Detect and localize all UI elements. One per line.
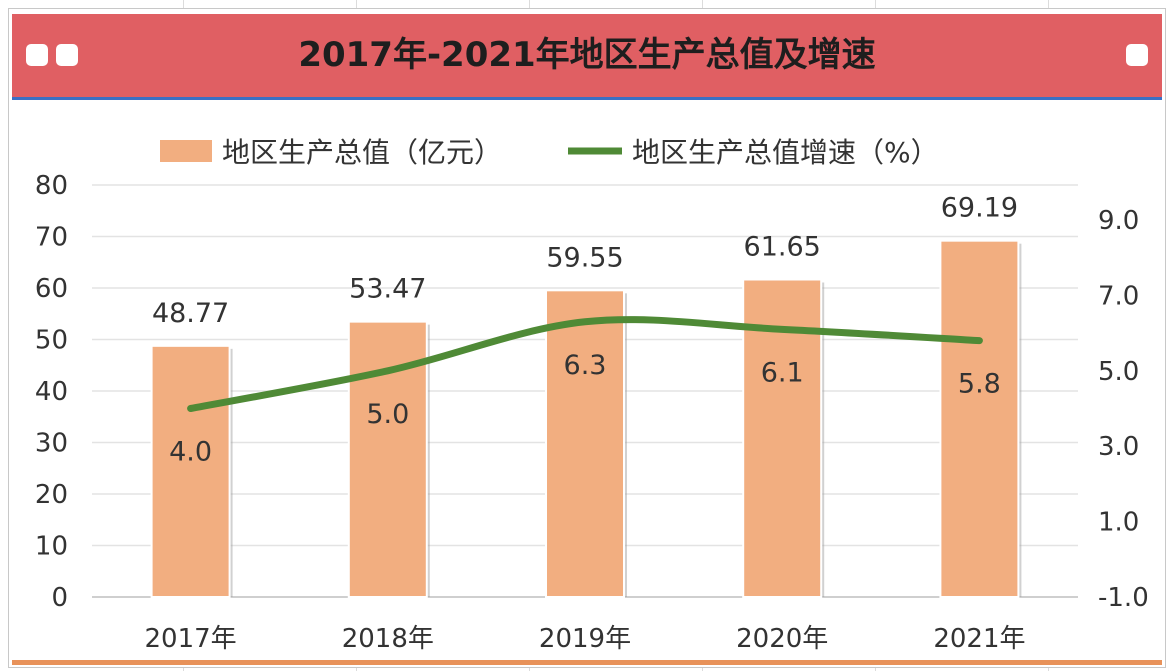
y-left-tick-label: 0 [51,583,68,613]
bar-value-label: 48.77 [152,298,229,329]
line-value-label: 4.0 [169,437,212,468]
bottom-accent-line [12,660,1162,665]
bar-value-label: 61.65 [744,232,821,263]
y-left-tick-label: 40 [35,377,68,407]
y-right-tick-label: 7.0 [1098,281,1139,311]
square-dot-icon [1126,44,1148,66]
bar-value-label: 59.55 [546,242,623,273]
line-value-label: 5.0 [366,399,409,430]
chart-header: 2017年-2021年地区生产总值及增速 [12,14,1162,100]
y-right-tick-label: -1.0 [1098,583,1149,613]
bar-value-label: 53.47 [349,274,426,305]
line-value-label: 6.1 [761,357,804,388]
y-right-tick-label: 5.0 [1098,357,1139,387]
line-value-label: 6.3 [564,350,607,381]
y-left-tick-label: 70 [35,223,68,253]
y-left-tick-label: 30 [35,429,68,459]
y-left-tick-label: 80 [35,171,68,201]
x-tick-label: 2018年 [342,624,434,654]
y-left-tick-label: 20 [35,480,68,510]
legend-swatch-bar [160,140,212,162]
x-tick-label: 2019年 [539,624,631,654]
x-tick-label: 2017年 [145,624,237,654]
y-right-tick-label: 1.0 [1098,508,1139,538]
chart-title: 2017年-2021年地区生产总值及增速 [298,35,876,75]
y-right-tick-label: 9.0 [1098,206,1139,236]
bar[interactable] [150,344,231,598]
bar[interactable] [939,239,1020,598]
growth-series-line[interactable] [187,316,983,412]
square-dot-icon [56,44,78,66]
y-left-tick-label: 60 [35,274,68,304]
bar[interactable] [545,289,625,598]
y-left-tick-label: 10 [35,532,68,562]
bar-value-label: 69.19 [941,193,1018,224]
y-right-tick-label: 3.0 [1098,432,1139,462]
y-left-tick-label: 50 [35,326,68,356]
x-tick-label: 2020年 [736,624,828,654]
square-dot-icon [26,44,48,66]
x-tick-label: 2021年 [933,624,1025,654]
line-value-label: 5.8 [958,369,1001,400]
legend-label-growth: 地区生产总值增速（%） [632,136,939,169]
legend-label-gdp: 地区生产总值（亿元） [222,136,502,169]
